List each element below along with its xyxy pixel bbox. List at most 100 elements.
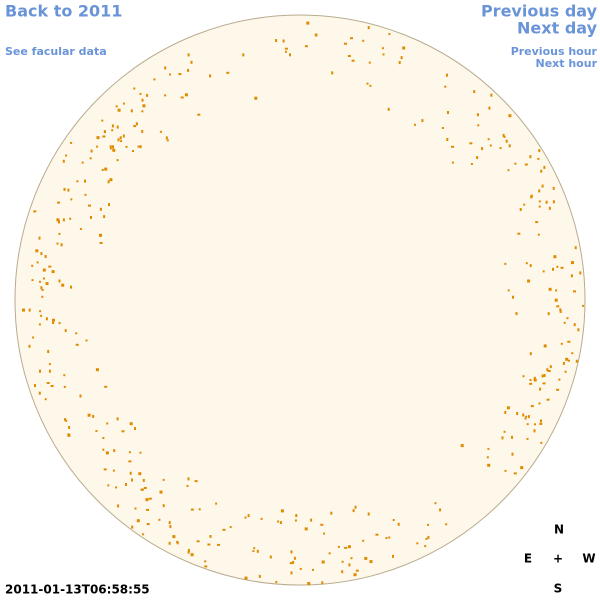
facula [115,105,118,108]
facula [103,468,107,471]
facula [90,215,92,219]
facula [533,378,537,382]
facula [504,410,507,414]
facula [290,571,293,575]
facula [70,198,73,201]
facula [369,84,372,87]
next-day-link[interactable]: Next day [517,19,598,38]
facula [96,145,99,148]
facula [533,376,536,380]
facula [446,138,449,141]
facula [63,385,66,388]
facula [447,111,449,114]
facula [61,283,65,287]
facula [542,270,545,273]
facula [460,444,464,448]
facula [487,138,490,141]
facula [65,419,68,422]
facula [108,203,110,207]
facula [45,282,49,286]
facula [106,422,109,425]
facula [503,135,506,138]
facula [146,508,149,511]
facula [135,122,138,126]
facula [142,478,145,482]
facula [58,279,61,283]
facula [269,555,272,559]
facula [47,350,50,353]
facula [307,582,310,585]
facula [101,169,104,171]
facula [101,119,104,122]
facula [119,136,122,140]
facula [565,357,569,361]
facula [526,437,529,440]
facula [293,556,296,560]
facula [331,71,334,75]
previous-hour-link[interactable]: Previous hour [511,45,598,58]
facula [112,469,115,472]
facula [39,369,41,373]
facula [99,233,102,237]
facula [310,518,313,522]
facula [556,305,560,308]
facula [469,142,473,145]
facula [32,336,35,339]
facula [552,186,555,190]
facula [292,560,295,564]
facula [142,533,145,536]
facula [520,466,524,470]
facula [81,161,84,164]
facula [169,525,172,529]
facula [70,141,73,144]
facula [289,562,293,565]
facula [186,485,189,487]
facula [489,144,492,147]
facula [574,246,577,250]
facula [545,200,548,204]
facula [434,502,437,505]
faculae [22,21,585,586]
facula [350,37,353,40]
facula [348,563,351,567]
facula [116,125,119,129]
facula [514,162,517,165]
back-link[interactable]: Back to 2011 [5,2,122,21]
facula [69,217,72,220]
facula [252,550,255,553]
facula [387,107,390,111]
facula [102,135,106,138]
facula [58,322,61,325]
facula [38,391,41,395]
timestamp: 2011-01-13T06:58:55 [5,583,150,597]
previous-day-link[interactable]: Previous day [481,2,598,21]
facula [392,554,394,558]
facula [321,581,324,585]
facula [414,123,416,126]
facula [392,519,395,521]
facula [439,508,442,512]
facula [176,541,179,545]
facula [113,449,116,453]
facula [143,487,147,489]
facula [44,255,47,258]
facular-link[interactable]: See facular data [5,45,107,58]
facula [42,268,46,272]
facula [294,519,297,522]
facula [529,379,532,381]
facula [139,92,142,95]
next-hour-link[interactable]: Next hour [536,57,598,70]
facula [524,163,528,166]
facula [382,53,385,56]
facula [38,236,41,240]
facula [560,342,563,345]
solar-disk [14,14,586,586]
facula [76,180,79,183]
facula [526,423,529,426]
facula [368,61,371,64]
facula [398,61,401,65]
compass-west: W [582,552,595,566]
compass-south: S [554,582,563,596]
facula [158,518,161,521]
